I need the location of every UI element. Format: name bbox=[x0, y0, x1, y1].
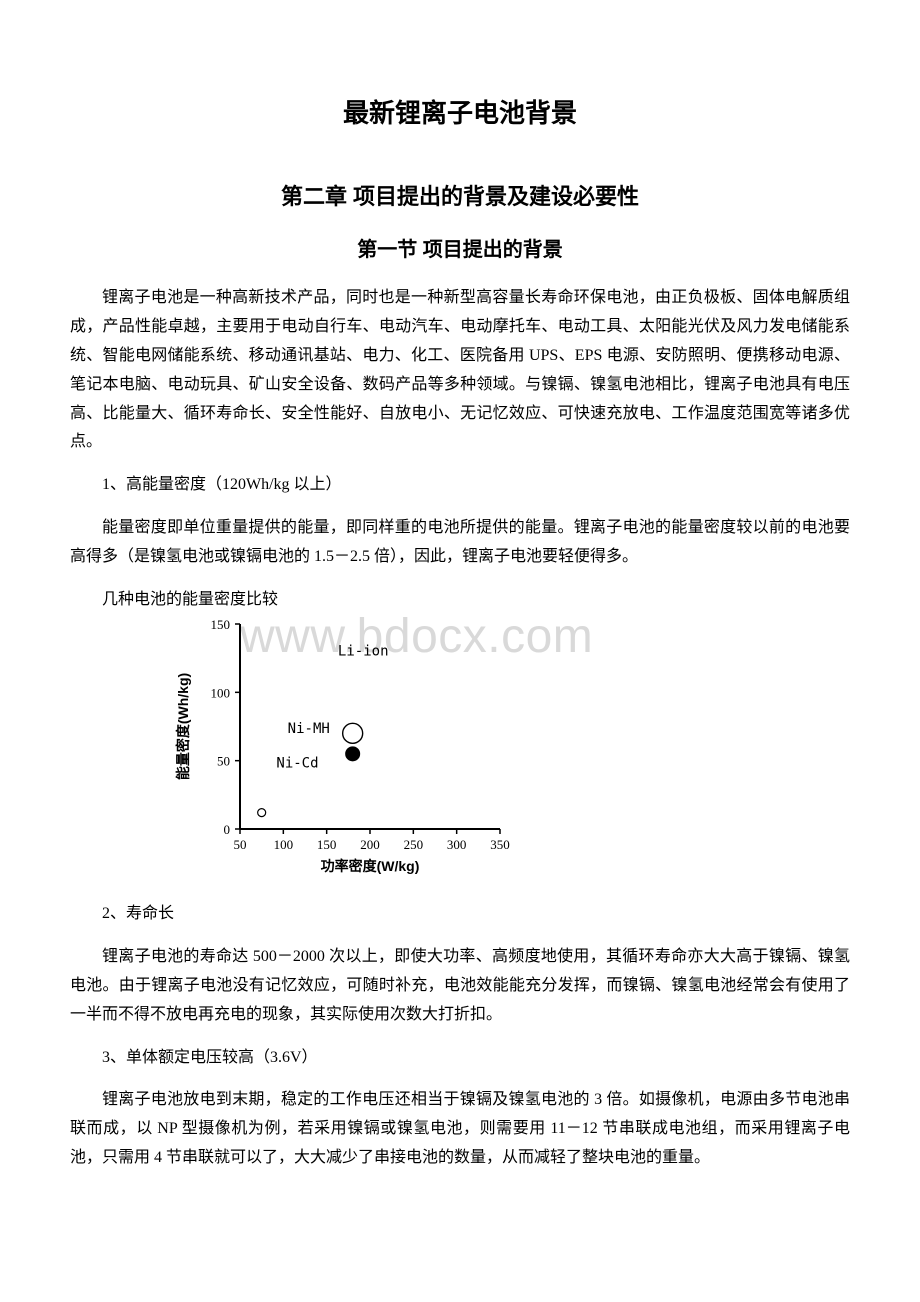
item3-paragraph: 锂离子电池放电到末期，稳定的工作电压还相当于镍镉及镍氢电池的 3 倍。如摄像机，… bbox=[70, 1086, 850, 1172]
svg-text:功率密度(W/kg): 功率密度(W/kg) bbox=[321, 858, 420, 874]
item1-label: 1、高能量密度（120Wh/kg 以上） bbox=[70, 471, 850, 500]
intro-paragraph: 锂离子电池是一种高新技术产品，同时也是一种新型高容量长寿命环保电池，由正负极板、… bbox=[70, 284, 850, 457]
svg-text:150: 150 bbox=[317, 837, 337, 852]
svg-text:300: 300 bbox=[447, 837, 467, 852]
section-title: 第一节 项目提出的背景 bbox=[70, 232, 850, 268]
svg-text:Ni-MH: Ni-MH bbox=[288, 722, 330, 738]
item2-paragraph: 锂离子电池的寿命达 500－2000 次以上，即使大功率、高频度地使用，其循环寿… bbox=[70, 943, 850, 1029]
svg-text:能量密度(Wh/kg): 能量密度(Wh/kg) bbox=[175, 673, 191, 780]
svg-text:Ni-Cd: Ni-Cd bbox=[276, 756, 318, 772]
item2-label: 2、寿命长 bbox=[70, 900, 850, 929]
item3-label: 3、单体额定电压较高（3.6V） bbox=[70, 1044, 850, 1073]
svg-text:100: 100 bbox=[211, 686, 231, 701]
main-title: 最新锂离子电池背景 bbox=[70, 90, 850, 137]
svg-text:350: 350 bbox=[490, 837, 510, 852]
svg-text:250: 250 bbox=[404, 837, 424, 852]
item1-paragraph: 能量密度即单位重量提供的能量，即同样重的电池所提供的能量。锂离子电池的能量密度较… bbox=[70, 514, 850, 572]
svg-text:100: 100 bbox=[274, 837, 294, 852]
svg-text:0: 0 bbox=[224, 822, 231, 837]
chart-caption: 几种电池的能量密度比较 bbox=[70, 586, 850, 615]
svg-text:200: 200 bbox=[360, 837, 380, 852]
svg-text:50: 50 bbox=[234, 837, 247, 852]
svg-text:150: 150 bbox=[211, 617, 231, 632]
chapter-title: 第二章 项目提出的背景及建设必要性 bbox=[70, 177, 850, 217]
svg-text:50: 50 bbox=[217, 754, 230, 769]
energy-density-chart: 05010015050100150200250300350能量密度(Wh/kg)… bbox=[170, 614, 850, 884]
svg-text:Li-ion: Li-ion bbox=[338, 644, 389, 660]
